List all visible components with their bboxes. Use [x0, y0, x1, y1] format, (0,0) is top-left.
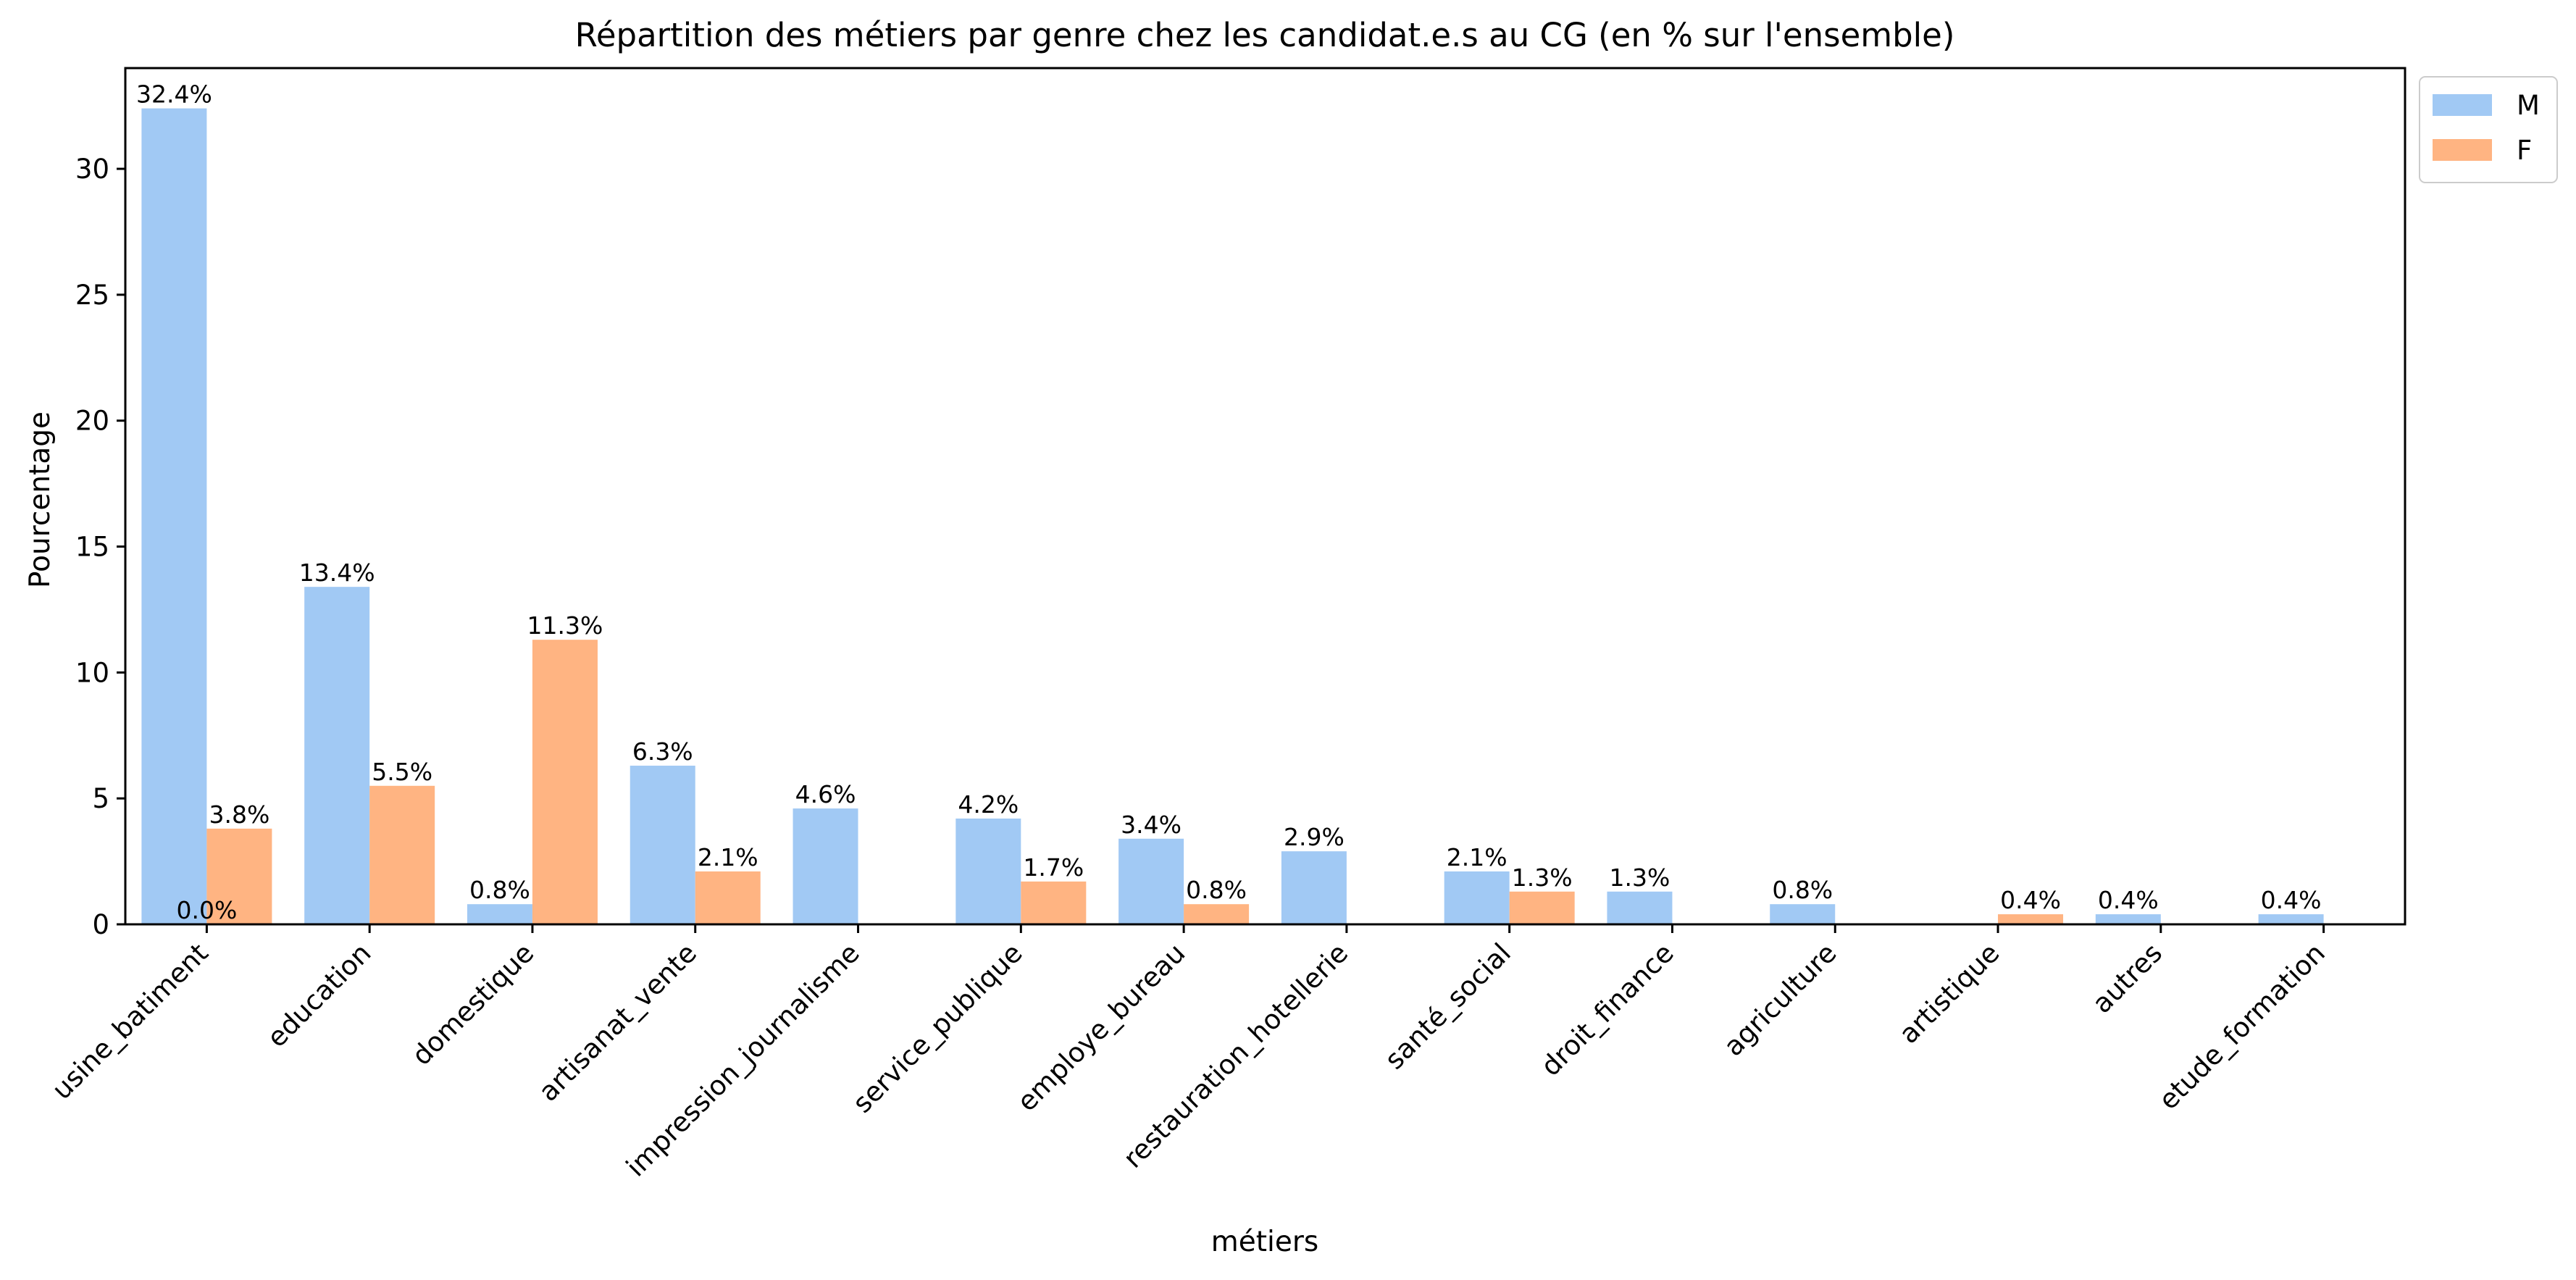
y-tick-label: 0: [92, 909, 109, 940]
bar-value-label: 4.2%: [958, 790, 1019, 819]
bar-value-label: 32.4%: [136, 80, 212, 109]
bar-M-restauration_hotellerie: [1281, 851, 1347, 924]
bar-F-employe_bureau: [1184, 904, 1250, 924]
bar-M-artisanat_vente: [630, 765, 695, 924]
bar-M-droit_finance: [1607, 891, 1673, 924]
y-tick-label: 5: [92, 783, 109, 814]
bar-value-label: 0.8%: [1186, 876, 1247, 904]
bar-value-label: 2.1%: [1447, 843, 1507, 871]
bar-value-label: 5.5%: [372, 758, 432, 786]
bar-value-label: 3.4%: [1121, 811, 1182, 839]
bar-value-label: 0.4%: [2000, 886, 2061, 914]
legend-label-M: M: [2517, 90, 2540, 121]
y-axis-title: Pourcentage: [24, 411, 57, 588]
bar-value-label: 1.7%: [1023, 853, 1084, 882]
bar-value-label: 2.1%: [698, 843, 758, 871]
legend: MF: [2419, 76, 2558, 183]
bar-M-domestique: [467, 904, 532, 924]
bar-value-label: 0.4%: [2098, 886, 2159, 914]
chart-title: Répartition des métiers par genre chez l…: [575, 16, 1955, 54]
bar-value-label: 1.3%: [1512, 863, 1573, 892]
y-tick-label: 25: [75, 280, 109, 311]
plot-frame: [124, 67, 2406, 926]
bar-F-santé_social: [1509, 891, 1575, 924]
bar-value-label: 3.8%: [209, 800, 269, 829]
zero-value-annotation: 0.0%: [176, 896, 237, 924]
bar-F-education: [369, 785, 435, 924]
legend-label-F: F: [2517, 135, 2532, 166]
x-axis-title: métiers: [1211, 1226, 1318, 1258]
bar-value-label: 0.4%: [2261, 886, 2322, 914]
bar-F-service_publique: [1021, 881, 1087, 924]
bar-F-artisanat_vente: [695, 871, 761, 924]
y-axis: 0 5 10 15 20 25 30: [75, 154, 125, 940]
bar-F-usine_batiment: [206, 828, 272, 924]
y-tick-label: 30: [75, 154, 109, 185]
bar-M-autres: [2095, 914, 2161, 924]
y-tick-label: 20: [75, 406, 109, 437]
bar-value-label: 1.3%: [1610, 863, 1670, 892]
bar-F-domestique: [532, 640, 598, 924]
bar-M-santé_social: [1444, 871, 1510, 924]
bar-value-label: 0.8%: [469, 876, 530, 904]
bar-M-impression_journalisme: [793, 808, 858, 924]
bar-M-etude_formation: [2258, 914, 2324, 924]
bar-M-usine_batiment: [141, 108, 207, 924]
y-tick-label: 10: [75, 657, 109, 688]
bar-M-service_publique: [955, 818, 1021, 924]
legend-swatch-F: [2433, 139, 2492, 161]
bar-value-label: 13.4%: [299, 559, 375, 587]
bar-value-label: 6.3%: [632, 737, 693, 766]
bar-value-label: 0.8%: [1772, 876, 1833, 904]
bars-layer: [141, 108, 2324, 924]
y-tick-label: 15: [75, 532, 109, 563]
bar-M-employe_bureau: [1118, 838, 1184, 924]
bar-F-artistique: [1998, 914, 2064, 924]
bar-labels-layer: 32.4%13.4%0.8%6.3%4.6% 4.2%3.4% 2.9%2.1%1.…: [136, 80, 2322, 924]
bar-M-agriculture: [1770, 904, 1836, 924]
legend-swatch-M: [2433, 94, 2492, 116]
bar-value-label: 4.6%: [795, 780, 856, 808]
bar-value-label: 2.9%: [1284, 823, 1345, 851]
bar-M-education: [304, 587, 370, 924]
bar-value-label: 11.3%: [527, 611, 603, 640]
